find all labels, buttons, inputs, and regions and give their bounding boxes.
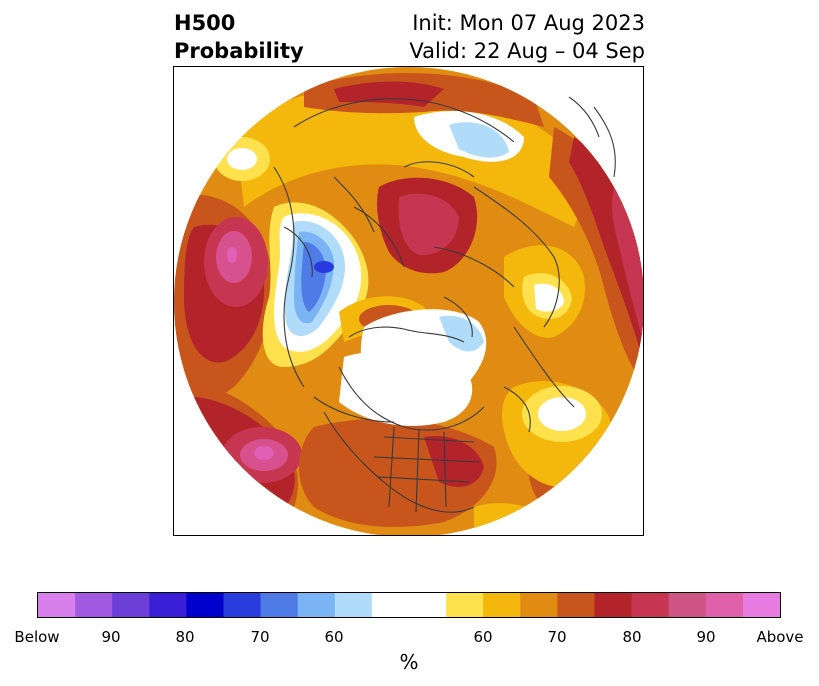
colorbar-swatch — [334, 593, 373, 617]
colorbar-unit-label: % — [399, 650, 419, 674]
colorbar-swatch — [186, 593, 224, 617]
colorbar-tick-above: Above — [756, 628, 804, 646]
map-subtitle: Init: Mon 07 Aug 2023 Valid: 22 Aug – 04… — [409, 9, 645, 65]
colorbar-swatch — [483, 593, 521, 617]
colorbar-swatch — [520, 593, 558, 617]
polar-map — [174, 67, 643, 535]
colorbar-tick-below-80: 80 — [175, 628, 195, 646]
colorbar-tick-below: Below — [14, 628, 60, 646]
colorbar-tick-below-90: 90 — [101, 628, 121, 646]
colorbar-swatch — [742, 593, 780, 617]
map-title: H500 Probability — [174, 9, 304, 65]
colorbar-swatch — [446, 593, 484, 617]
title-field-type: Probability — [174, 39, 304, 63]
colorbar-swatch — [557, 593, 595, 617]
colorbar-tick-above-90: 90 — [696, 628, 716, 646]
colorbar-tick-above-80: 80 — [622, 628, 642, 646]
colorbar-swatches — [38, 593, 780, 617]
colorbar-swatch — [594, 593, 632, 617]
colorbar-swatch — [668, 593, 707, 617]
colorbar-swatch — [297, 593, 336, 617]
colorbar-swatch — [75, 593, 113, 617]
colorbar-tick-above-60: 60 — [473, 628, 493, 646]
init-date-label: Init: Mon 07 Aug 2023 — [412, 11, 645, 35]
title-field-name: H500 — [174, 11, 236, 35]
colorbar — [37, 592, 781, 618]
colorbar-swatch — [112, 593, 150, 617]
colorbar-swatch — [223, 593, 261, 617]
probability-field — [174, 67, 643, 535]
colorbar-swatch — [631, 593, 669, 617]
map-panel — [173, 66, 644, 536]
coastlines — [273, 96, 616, 513]
colorbar-swatch — [371, 593, 447, 617]
colorbar-swatch — [38, 593, 76, 617]
colorbar-swatch — [705, 593, 744, 617]
colorbar-tick-below-70: 70 — [250, 628, 270, 646]
colorbar-swatch — [260, 593, 298, 617]
colorbar-tick-above-70: 70 — [547, 628, 567, 646]
colorbar-swatch — [149, 593, 187, 617]
colorbar-tick-below-60: 60 — [324, 628, 344, 646]
valid-range-label: Valid: 22 Aug – 04 Sep — [409, 39, 645, 63]
